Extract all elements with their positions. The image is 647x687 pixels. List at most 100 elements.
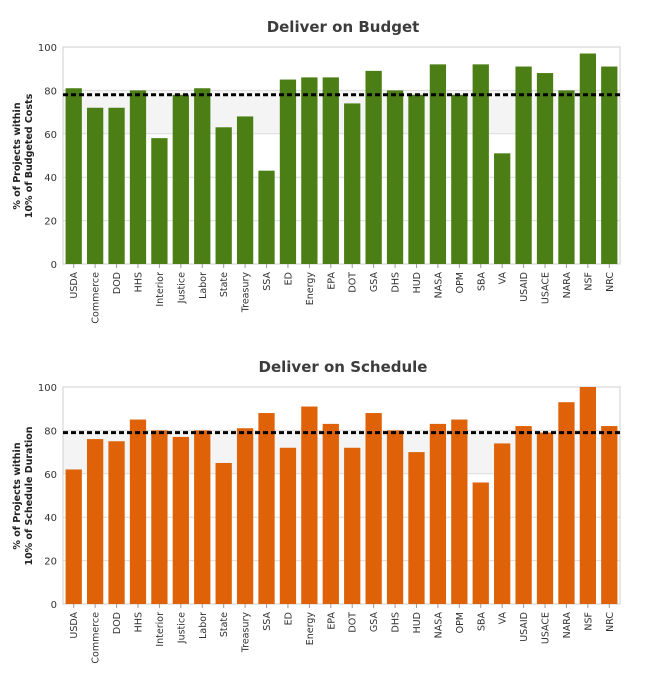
x-tick-label: Energy	[305, 272, 316, 306]
bar-state	[215, 462, 232, 604]
bar-state	[215, 127, 232, 264]
y-tick-label: 60	[44, 470, 57, 481]
y-tick-label: 60	[44, 130, 57, 141]
bar-ssa	[258, 170, 275, 264]
bar-commerce	[86, 107, 104, 264]
x-tick-label: HUD	[412, 612, 423, 633]
bar-dod	[108, 107, 125, 264]
x-tick-label: EPA	[326, 612, 337, 630]
bar-ed	[279, 447, 297, 604]
x-tick-label: SBA	[476, 271, 487, 291]
x-tick-label: SBA	[476, 611, 487, 631]
bar-hud	[408, 452, 425, 604]
chart-title: Deliver on Schedule	[259, 358, 428, 376]
bar-labor	[194, 430, 211, 604]
x-tick-label: Labor	[198, 612, 209, 639]
bar-usaid	[515, 66, 532, 264]
plot-frame	[62, 46, 621, 265]
bar-usace	[536, 432, 554, 604]
bar-nara	[558, 90, 575, 265]
x-tick-label: NARA	[562, 612, 573, 639]
bar-ssa	[258, 413, 275, 604]
y-tick-label: 20	[44, 217, 57, 228]
x-tick-label: USAID	[519, 612, 530, 642]
x-tick-label: SSA	[262, 272, 273, 291]
plot-area: 0 20 40 60 80 100 USDA Commerce DOD HHS Interior Ju…	[38, 43, 621, 324]
bar-usda	[65, 88, 82, 264]
x-tick-label: NSF	[583, 272, 594, 291]
bar-labor	[194, 88, 211, 264]
x-tick-label: OPM	[455, 612, 466, 633]
x-tick-label: USACE	[541, 272, 552, 304]
y-axis-label-line-2: 10% of Budgeted Costs	[24, 93, 35, 218]
bar-nasa	[429, 423, 447, 604]
x-tick-label: OPM	[455, 272, 466, 293]
bar-usaid	[515, 426, 532, 604]
bar-usda	[65, 469, 82, 604]
bar-dot	[344, 447, 361, 604]
x-tick-label: Interior	[155, 272, 166, 307]
bar-dot	[344, 103, 361, 264]
y-axis-label-line-1: % of Projects within	[12, 442, 23, 549]
bar-interior	[151, 430, 168, 604]
x-tick-label: GSA	[369, 272, 380, 293]
schedule-chart: Deliver on Schedule % of Projects within…	[0, 340, 647, 680]
y-tick-label: 80	[44, 426, 57, 437]
x-tick-label: State	[219, 272, 230, 297]
budget-chart-svg: Deliver on Budget % of Projects within 1…	[12, 18, 621, 324]
bar-opm	[451, 419, 468, 604]
x-tick-label: NRC	[605, 612, 616, 632]
plot-frame	[62, 386, 621, 605]
bar-justice	[172, 94, 189, 265]
bar-nara	[558, 402, 575, 604]
x-tick-label: DOT	[348, 272, 359, 293]
bar-usace	[536, 73, 554, 264]
bar-interior	[151, 138, 168, 264]
y-tick-label: 40	[44, 173, 57, 184]
x-tick-label: DOD	[112, 272, 123, 294]
x-tick-label: DOT	[348, 612, 359, 633]
x-tick-label: HUD	[412, 272, 423, 293]
x-tick-label: Justice	[176, 272, 187, 304]
bar-gsa	[365, 413, 382, 604]
bar-sba	[472, 482, 489, 604]
bar-hud	[408, 94, 425, 265]
x-tick-label: Justice	[176, 612, 187, 644]
x-tick-label: USDA	[69, 272, 80, 299]
x-tick-label: Treasury	[241, 612, 252, 654]
y-axis-label: % of Projects within 10% of Schedule Dur…	[12, 426, 35, 565]
chart-title: Deliver on Budget	[267, 18, 420, 36]
x-tick-label: USAID	[519, 272, 530, 302]
x-tick-label: VA	[498, 611, 509, 624]
x-tick-label: VA	[498, 271, 509, 284]
y-tick-label: 80	[44, 86, 57, 97]
x-tick-label: State	[219, 612, 230, 637]
bar-energy	[301, 406, 318, 604]
y-tick-label: 0	[51, 260, 57, 271]
bar-energy	[301, 77, 318, 264]
x-tick-label: SSA	[262, 612, 273, 631]
x-tick-label: Interior	[155, 612, 166, 647]
y-axis-label-line-2: 10% of Schedule Duration	[24, 426, 35, 565]
bar-nsf	[579, 387, 597, 604]
bar-epa	[322, 77, 339, 264]
schedule-chart-svg: Deliver on Schedule % of Projects within…	[12, 358, 621, 664]
bar-dhs	[386, 430, 404, 604]
y-tick-label: 0	[51, 600, 57, 611]
bar-commerce	[86, 439, 104, 604]
x-tick-label: NRC	[605, 272, 616, 292]
bar-nrc	[601, 426, 618, 604]
bar-va	[494, 443, 511, 604]
bar-sba	[472, 64, 489, 264]
bar-hhs	[129, 419, 147, 604]
bar-opm	[451, 94, 468, 265]
bar-treasury	[236, 116, 254, 264]
bar-nsf	[579, 53, 597, 265]
bar-gsa	[365, 70, 382, 265]
plot-area: 0 20 40 60 80 100 USDA Commerce DOD HHS Interior Ju…	[38, 383, 621, 664]
bar-dod	[108, 441, 125, 604]
y-tick-label: 40	[44, 513, 57, 524]
x-tick-label: HHS	[133, 612, 144, 632]
y-axis-label-line-1: % of Projects within	[12, 102, 23, 209]
x-tick-label: NASA	[433, 612, 444, 639]
